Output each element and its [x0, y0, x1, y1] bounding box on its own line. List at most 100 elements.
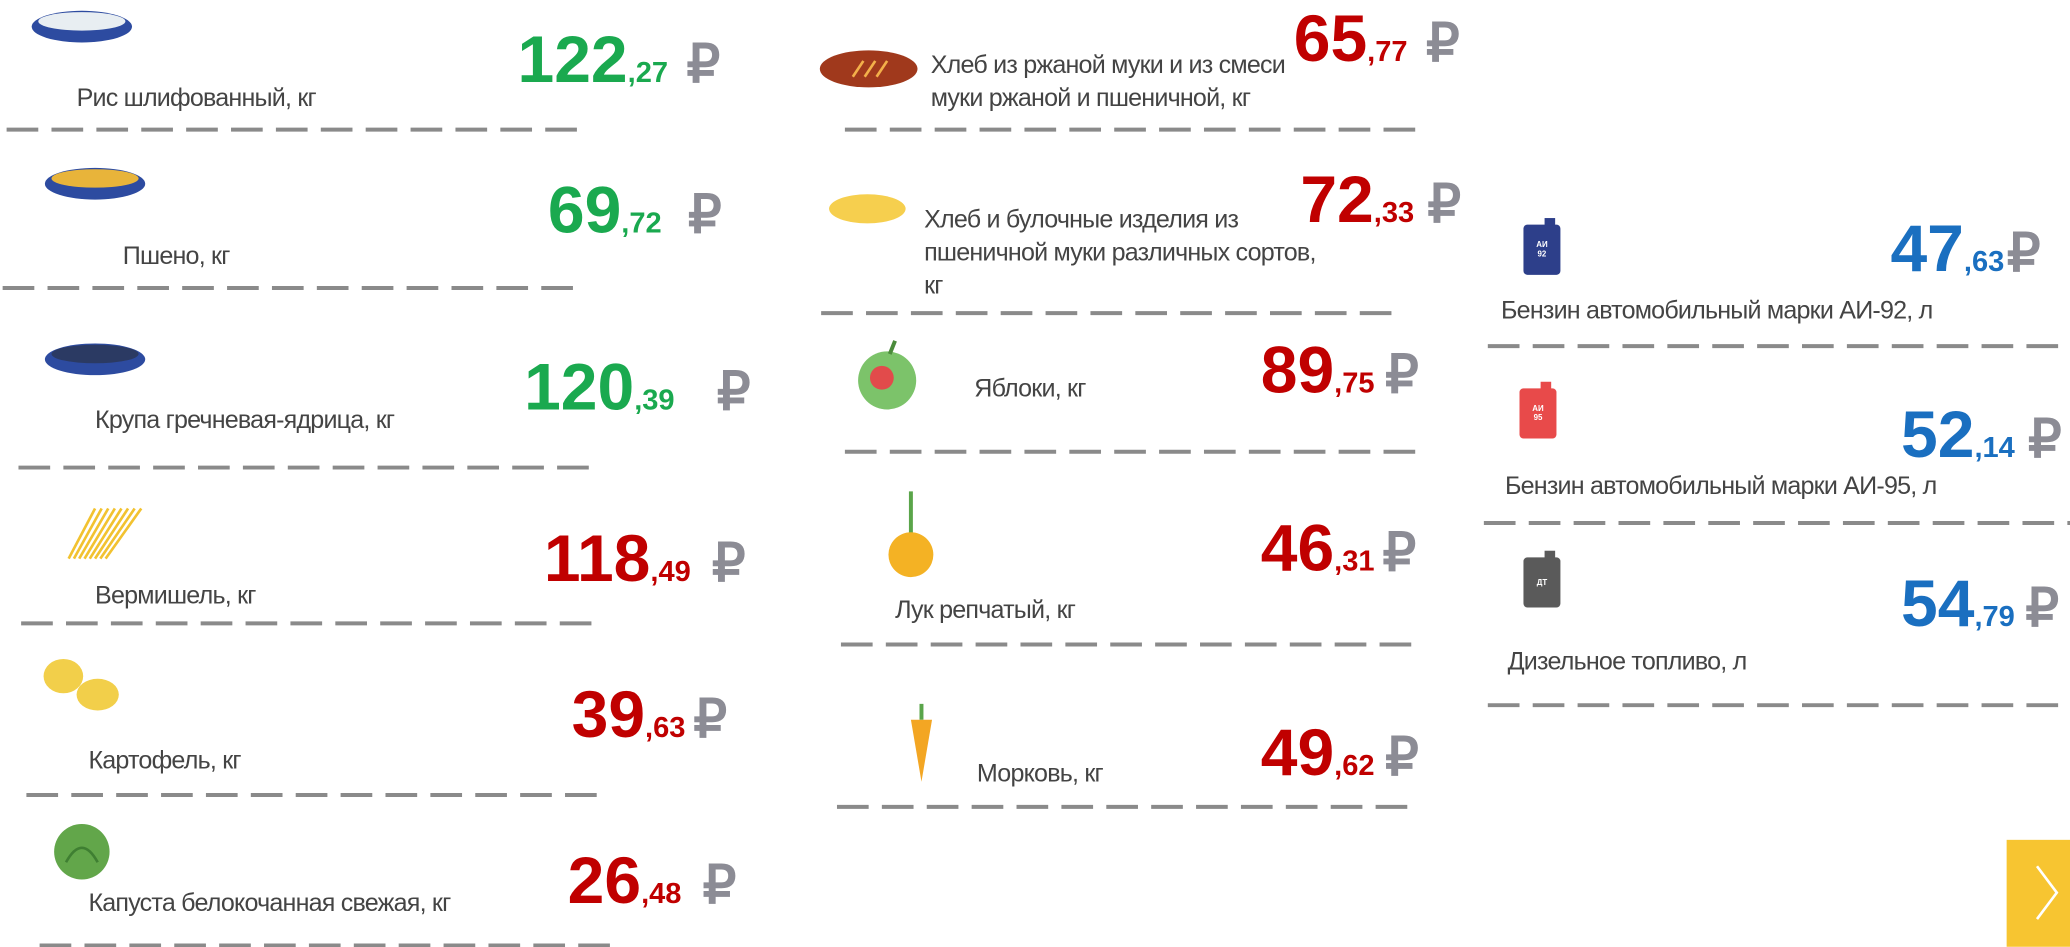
currency: ₽ — [686, 35, 720, 94]
price-main: 26 — [568, 843, 641, 917]
currency: ₽ — [2025, 579, 2059, 638]
price-item: ДТ Дизельное топливо, л 54,79 ₽ — [1487, 550, 2070, 708]
can-label: АИ — [1536, 240, 1548, 249]
icon-shape — [1519, 388, 1557, 439]
icon-shape — [829, 194, 906, 224]
item-name: Крупа гречневая-ядрица, кг — [95, 406, 395, 434]
price-item: Рис шлифованный, кг 122,27 ₽ — [6, 10, 720, 132]
next-button-bg[interactable] — [2006, 839, 2070, 947]
currency: ₽ — [712, 534, 746, 593]
price-item: Вермишель, кг 118,49 ₽ — [21, 507, 746, 626]
next-chevron[interactable] — [2035, 865, 2059, 920]
currency: ₽ — [1426, 14, 1460, 73]
icon-shape — [875, 60, 889, 78]
item-name: пшеничной муки различных сортов, — [924, 238, 1316, 266]
icon-shape — [863, 60, 877, 78]
price-fraction: ,75 — [1334, 367, 1374, 399]
icon-shape — [88, 507, 123, 560]
can-label: 92 — [1538, 249, 1547, 258]
price-fraction: ,77 — [1367, 36, 1407, 68]
price-item: Хлеб из ржаной муки и из смеси муки ржано… — [819, 1, 1460, 132]
item-name: кг — [924, 271, 943, 299]
price: 69,72 ₽ — [548, 173, 722, 247]
item-name: Капуста белокочанная свежая, кг — [88, 889, 451, 917]
icon-shape — [1523, 557, 1561, 608]
price-main: 69 — [548, 173, 621, 247]
icon-shape — [1540, 381, 1552, 390]
next-button[interactable] — [2006, 839, 2070, 947]
price-fraction: ,31 — [1334, 546, 1374, 578]
item-name: Дизельное топливо, л — [1508, 648, 1747, 676]
icon-shape — [43, 658, 84, 694]
item-name: Рис шлифованный, кг — [77, 84, 317, 112]
price: 89,75 ₽ — [1261, 332, 1419, 406]
item-name: Бензин автомобильный марки АИ-92, л — [1501, 296, 1932, 324]
price-main: 39 — [572, 677, 645, 751]
price: 46,31 ₽ — [1261, 511, 1416, 585]
item-name: Морковь, кг — [977, 760, 1104, 788]
icon-shape — [1544, 218, 1556, 226]
price-main: 54 — [1901, 566, 1975, 640]
item-name: Хлеб и булочные изделия из — [924, 205, 1238, 233]
price-fraction: ,48 — [641, 878, 681, 910]
price-fraction: ,63 — [1964, 246, 2004, 278]
price-item: Крупа гречневая-ядрица, кг 120,39 ₽ — [18, 343, 750, 470]
price-fraction: ,72 — [621, 208, 661, 240]
currency: ₽ — [693, 690, 727, 749]
price-item: Капуста белокочанная свежая, кг 26,48 ₽ — [39, 824, 737, 947]
icon-shape — [51, 344, 139, 364]
price-item: Яблоки, кг 89,75 ₽ — [844, 332, 1426, 454]
icon-shape — [83, 507, 116, 560]
icon-shape — [869, 365, 894, 390]
icon-shape — [99, 507, 136, 560]
item-name: Картофель, кг — [88, 747, 241, 775]
icon-shape — [851, 60, 865, 78]
item-name: Пшено, кг — [123, 242, 230, 270]
icon-shape — [67, 507, 97, 560]
price-item: Морковь, кг 49,62 ₽ — [836, 703, 1419, 809]
price-main: 120 — [524, 349, 634, 423]
currency: ₽ — [2007, 224, 2041, 283]
price: 49,62 ₽ — [1261, 715, 1419, 789]
price: 65,77 ₽ — [1294, 1, 1460, 75]
currency: ₽ — [688, 186, 722, 245]
price-main: 65 — [1294, 1, 1367, 75]
price: 120,39 ₽ — [524, 349, 750, 423]
icon-shape — [104, 507, 143, 560]
icon-shape — [38, 12, 126, 31]
price-fraction: ,27 — [628, 57, 668, 89]
price: 47,63₽ — [1890, 211, 2040, 285]
price-main: 52 — [1901, 397, 1974, 471]
currency: ₽ — [1385, 728, 1419, 787]
icon-shape — [54, 824, 110, 880]
price: 122,27 ₽ — [517, 22, 720, 96]
icon-shape — [888, 532, 934, 578]
currency: ₽ — [1382, 524, 1416, 583]
item-name: Хлеб из ржаной муки и из смеси — [931, 51, 1285, 79]
icon-shape — [51, 169, 139, 188]
price-item: Пшено, кг 69,72 ₽ — [2, 167, 722, 290]
price-fraction: ,49 — [650, 556, 690, 588]
currency: ₽ — [1385, 345, 1419, 404]
currency: ₽ — [703, 856, 737, 915]
price-main: 49 — [1261, 715, 1334, 789]
item-name: Вермишель, кг — [95, 582, 256, 610]
price-main: 46 — [1261, 511, 1334, 585]
icon-shape — [93, 507, 130, 560]
price-fraction: ,39 — [634, 384, 674, 416]
price-fraction: ,63 — [645, 712, 685, 744]
price-fraction: ,79 — [1974, 601, 2014, 633]
icon-shape — [72, 507, 103, 560]
price-item: Лук репчатый, кг 46,31 ₽ — [840, 491, 1424, 647]
can-label: ДТ — [1537, 578, 1548, 587]
item-name: муки ржаной и пшеничной, кг — [931, 84, 1251, 112]
price-main: 89 — [1261, 332, 1334, 406]
price-fraction: ,33 — [1374, 197, 1414, 229]
price: 72,33 ₽ — [1300, 162, 1461, 236]
price-fraction: ,14 — [1974, 432, 2014, 464]
price-main: 122 — [517, 22, 627, 96]
